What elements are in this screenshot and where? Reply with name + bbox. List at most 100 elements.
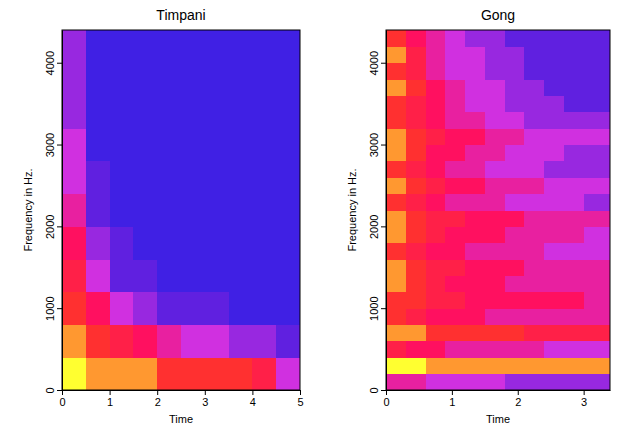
heatmap-cell	[157, 128, 181, 161]
heatmap-cell	[133, 325, 157, 358]
heatmap-cell	[465, 161, 485, 178]
heatmap-cell	[524, 177, 544, 194]
heatmap-cell	[386, 325, 406, 342]
heatmap-cell	[584, 226, 610, 243]
tick-mark	[57, 390, 62, 391]
heatmap-cell	[465, 243, 485, 260]
heatmap-cell	[465, 63, 485, 80]
heatmap-cell	[485, 275, 505, 292]
heatmap-cell	[505, 374, 525, 390]
tick: 1	[449, 390, 455, 408]
tick-mark	[205, 390, 206, 395]
heatmap-cell	[465, 226, 485, 243]
heatmap-cell	[386, 128, 406, 145]
heatmap-cell	[157, 259, 181, 292]
heatmap-cell	[505, 63, 525, 80]
heatmap-cell	[406, 63, 426, 80]
heatmap-cell	[465, 95, 485, 112]
tick: 4000	[368, 51, 386, 75]
heatmap-cell	[426, 292, 446, 309]
tick-label: 3	[202, 396, 208, 408]
heatmap-cell	[426, 374, 446, 390]
heatmap-cell	[465, 194, 485, 211]
heatmap-cell	[584, 194, 610, 211]
heatmap-cell	[584, 145, 610, 162]
heatmap-cell	[276, 194, 300, 227]
heatmap-cell	[544, 341, 564, 358]
heatmap-cell	[524, 374, 544, 390]
heatmap-cell	[62, 63, 86, 96]
heatmap-cell	[86, 357, 110, 390]
tick: 2000	[368, 215, 386, 239]
heatmap-cell	[110, 357, 134, 390]
heatmap-cell	[524, 292, 544, 309]
heatmap-cell	[205, 30, 229, 63]
heatmap-cell	[465, 325, 485, 342]
heatmap-cell	[181, 63, 205, 96]
heatmap-cell	[485, 325, 505, 342]
heatmap-cell	[406, 194, 426, 211]
heatmap-cell	[524, 95, 544, 112]
heatmap-cell	[205, 194, 229, 227]
heatmap-cell	[133, 194, 157, 227]
heatmap-cell	[406, 325, 426, 342]
heatmap-cell	[62, 128, 86, 161]
heatmap-cell	[62, 194, 86, 227]
heatmap-cell	[62, 357, 86, 390]
heatmap-cell	[133, 292, 157, 325]
heatmap-cell	[110, 292, 134, 325]
panel: 01234501000200030004000TimpaniTimeFreque…	[22, 7, 304, 425]
heatmap-cell	[426, 226, 446, 243]
heatmap-cell	[445, 145, 465, 162]
heatmap-cell	[133, 357, 157, 390]
heatmap-cell	[445, 259, 465, 276]
heatmap-cell	[485, 374, 505, 390]
heatmap-cell	[584, 79, 610, 96]
tick-mark	[252, 390, 253, 395]
heatmap-cell	[505, 292, 525, 309]
heatmap-cell	[110, 161, 134, 194]
tick-mark	[381, 145, 386, 146]
heatmap-cell	[584, 128, 610, 145]
heatmap-cell	[485, 292, 505, 309]
tick-label: 0	[59, 396, 65, 408]
heatmap-cell	[426, 357, 446, 374]
heatmap-cell	[406, 210, 426, 227]
heatmap-cell	[386, 112, 406, 129]
x-axis-title: Time	[169, 413, 193, 425]
heatmap-cell	[564, 194, 584, 211]
panel-title: Gong	[481, 7, 515, 23]
heatmap-cell	[205, 325, 229, 358]
tick-label: 4	[250, 396, 256, 408]
heatmap-cell	[544, 243, 564, 260]
heatmap-cell	[386, 341, 406, 358]
heatmap-cell	[445, 341, 465, 358]
heatmap-cell	[505, 128, 525, 145]
heatmap-cell	[445, 161, 465, 178]
heatmap-cell	[485, 194, 505, 211]
heatmap-cell	[524, 259, 544, 276]
heatmap-cell	[485, 112, 505, 129]
heatmap-cell	[505, 243, 525, 260]
heatmap-cell	[406, 145, 426, 162]
heatmap-cell	[252, 259, 276, 292]
panel-title: Timpani	[156, 7, 205, 23]
heatmap-cell	[386, 194, 406, 211]
heatmap-cell	[445, 128, 465, 145]
heatmap-cell	[505, 145, 525, 162]
heatmap-cell	[544, 161, 564, 178]
heatmap-cell	[426, 259, 446, 276]
heatmap-cell	[524, 112, 544, 129]
tick-mark	[300, 390, 301, 395]
tick: 3000	[44, 133, 62, 157]
heatmap-cell	[524, 79, 544, 96]
tick-mark	[57, 226, 62, 227]
heatmap-cell	[406, 79, 426, 96]
heatmap-cell	[426, 177, 446, 194]
heatmap-cell	[181, 292, 205, 325]
heatmap-cell	[406, 95, 426, 112]
heatmap-cell	[505, 308, 525, 325]
tick-label: 3000	[44, 133, 56, 157]
heatmap-cell	[445, 357, 465, 374]
tick: 5	[297, 390, 303, 408]
